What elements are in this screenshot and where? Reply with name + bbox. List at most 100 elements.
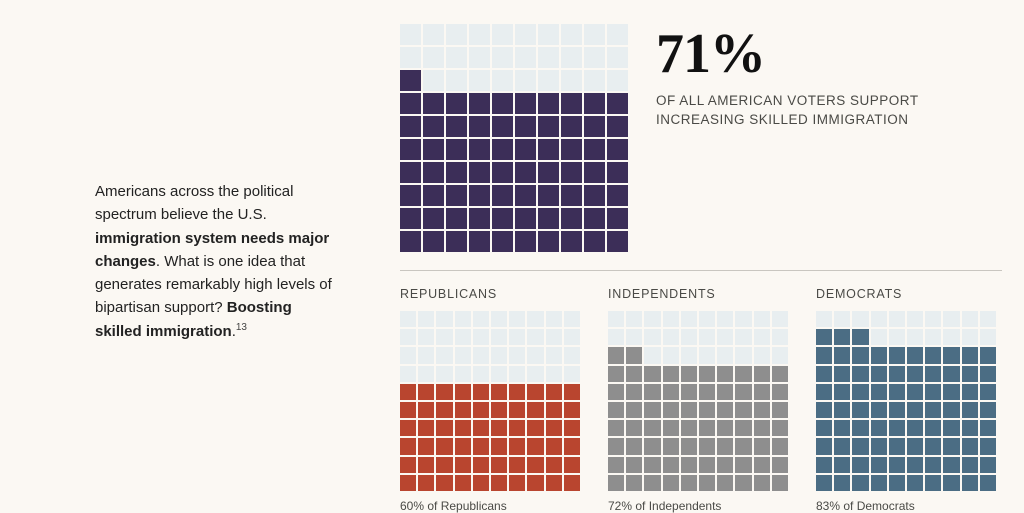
waffle-cell — [538, 231, 559, 252]
waffle-cell — [469, 162, 490, 183]
waffle-cell — [754, 438, 770, 454]
waffle-cell — [446, 24, 467, 45]
waffle-cell — [608, 402, 624, 418]
waffle-cell — [699, 475, 715, 491]
waffle-cell — [436, 329, 452, 345]
waffle-cell — [561, 185, 582, 206]
waffle-cell — [564, 420, 580, 436]
waffle-cell — [469, 139, 490, 160]
waffle-cell — [925, 438, 941, 454]
waffle-cell — [607, 139, 628, 160]
waffle-cell — [400, 208, 421, 229]
waffle-cell — [561, 70, 582, 91]
waffle-cell — [584, 70, 605, 91]
waffle-cell — [455, 366, 471, 382]
waffle-cell — [681, 475, 697, 491]
waffle-cell — [546, 329, 562, 345]
waffle-cell — [546, 438, 562, 454]
waffle-cell — [538, 116, 559, 137]
waffle-cell — [663, 475, 679, 491]
waffle-cell — [980, 384, 996, 400]
waffle-cell — [962, 457, 978, 473]
waffle-cell — [943, 402, 959, 418]
waffle-cell — [626, 366, 642, 382]
waffle-cell — [509, 384, 525, 400]
waffle-cell — [681, 438, 697, 454]
waffle-cell — [889, 329, 905, 345]
waffle-cell — [436, 457, 452, 473]
waffle-cell — [446, 116, 467, 137]
waffle-cell — [754, 347, 770, 363]
waffle-cell — [564, 347, 580, 363]
waffle-cell — [871, 420, 887, 436]
waffle-cell — [509, 366, 525, 382]
waffle-cell — [607, 93, 628, 114]
headline-sub-line2: INCREASING SKILLED IMMIGRATION — [656, 112, 909, 127]
waffle-cell — [681, 329, 697, 345]
waffle-cell — [492, 162, 513, 183]
waffle-cell — [871, 384, 887, 400]
waffle-cell — [980, 366, 996, 382]
waffle-cell — [564, 475, 580, 491]
waffle-cell — [436, 438, 452, 454]
waffle-cell — [816, 384, 832, 400]
waffle-cell — [663, 329, 679, 345]
waffle-cell — [980, 329, 996, 345]
waffle-cell — [446, 162, 467, 183]
waffle-cell — [400, 384, 416, 400]
waffle-cell — [644, 384, 660, 400]
waffle-cell — [943, 420, 959, 436]
waffle-cell — [663, 366, 679, 382]
waffle-cell — [717, 384, 733, 400]
waffle-cell — [608, 438, 624, 454]
waffle-cell — [943, 366, 959, 382]
waffle-cell — [943, 457, 959, 473]
waffle-cell — [515, 47, 536, 68]
waffle-cell — [681, 384, 697, 400]
waffle-cell — [492, 116, 513, 137]
waffle-cell — [962, 438, 978, 454]
waffle-cell — [515, 231, 536, 252]
waffle-cell — [834, 402, 850, 418]
waffle-cell — [515, 116, 536, 137]
waffle-cell — [455, 457, 471, 473]
party-panel: INDEPENDENTS72% of Independents — [608, 287, 794, 513]
waffle-cell — [400, 457, 416, 473]
waffle-cell — [473, 384, 489, 400]
waffle-cell — [626, 384, 642, 400]
waffle-cell — [717, 420, 733, 436]
waffle-cell — [564, 366, 580, 382]
waffle-cell — [509, 311, 525, 327]
waffle-cell — [455, 420, 471, 436]
waffle-cell — [492, 24, 513, 45]
waffle-cell — [852, 402, 868, 418]
waffle-cell — [400, 311, 416, 327]
waffle-cell — [644, 420, 660, 436]
waffle-cell — [607, 24, 628, 45]
waffle-cell — [561, 162, 582, 183]
waffle-cell — [925, 347, 941, 363]
waffle-cell — [943, 329, 959, 345]
waffle-cell — [546, 366, 562, 382]
waffle-cell — [527, 347, 543, 363]
waffle-cell — [735, 402, 751, 418]
waffle-cell — [455, 402, 471, 418]
waffle-cell — [699, 457, 715, 473]
waffle-cell — [772, 438, 788, 454]
waffle-cell — [852, 366, 868, 382]
waffle-cell — [626, 329, 642, 345]
waffle-cell — [400, 139, 421, 160]
waffle-cell — [717, 366, 733, 382]
waffle-cell — [754, 402, 770, 418]
waffle-cell — [699, 347, 715, 363]
waffle-cell — [852, 384, 868, 400]
waffle-cell — [418, 475, 434, 491]
waffle-cell — [962, 402, 978, 418]
waffle-cell — [446, 70, 467, 91]
waffle-cell — [735, 329, 751, 345]
waffle-cell — [962, 420, 978, 436]
waffle-cell — [852, 475, 868, 491]
waffle-cell — [491, 329, 507, 345]
waffle-cell — [584, 139, 605, 160]
waffle-cell — [418, 402, 434, 418]
